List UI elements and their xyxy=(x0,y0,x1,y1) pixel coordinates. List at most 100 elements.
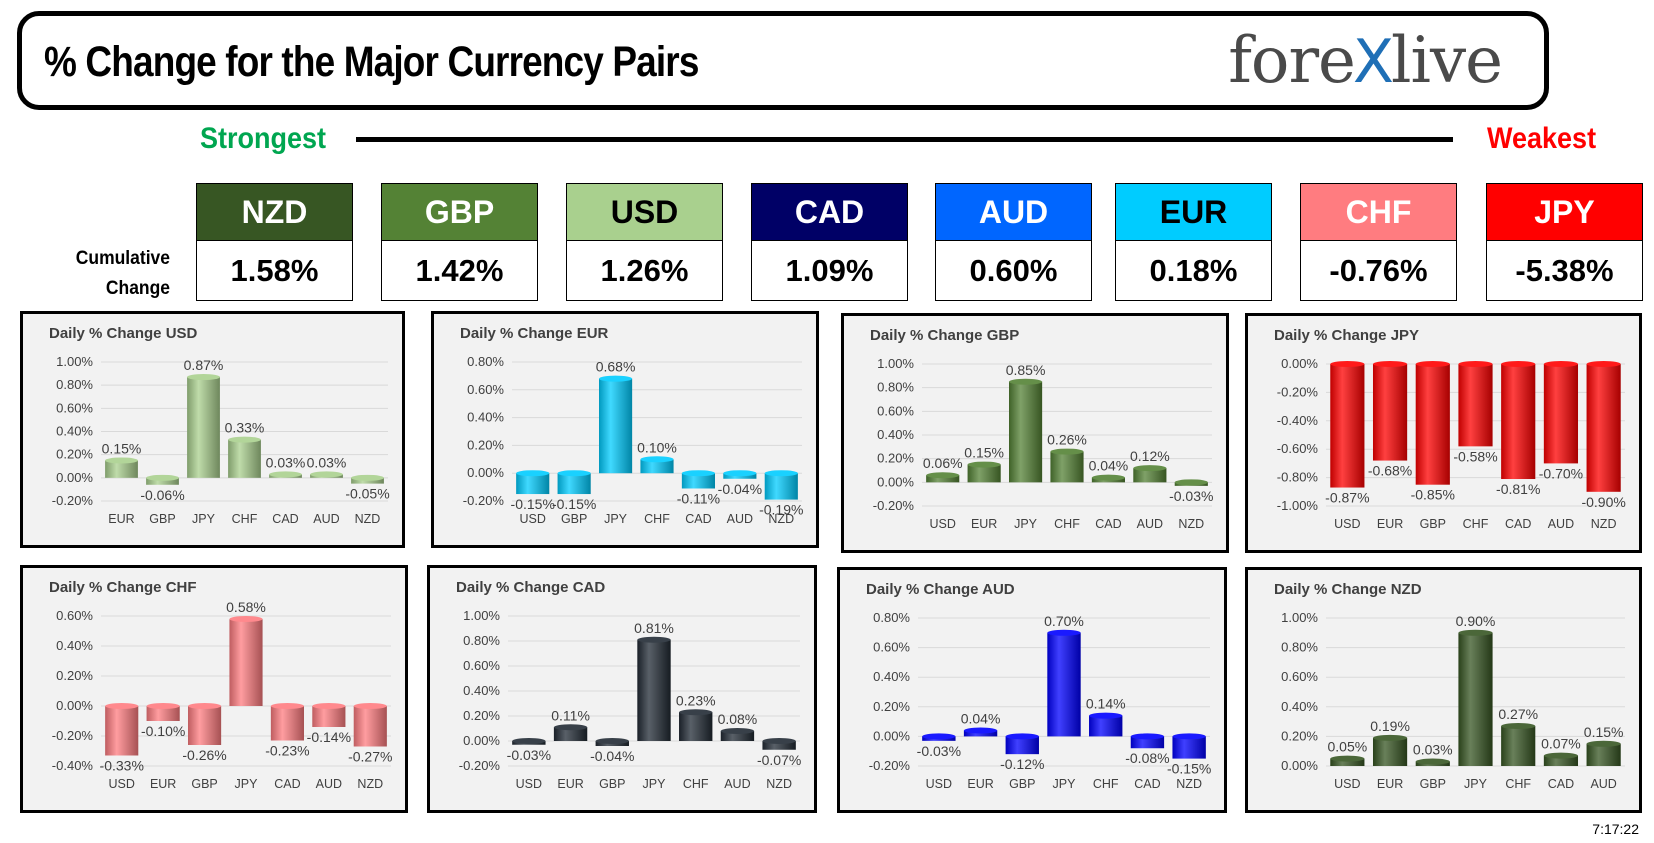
x-category-label: USD xyxy=(109,777,135,791)
bar-cap xyxy=(557,470,591,477)
y-tick-label: 0.80% xyxy=(877,380,914,395)
currency-box-jpy: JPY -5.38% xyxy=(1486,183,1643,301)
y-tick-label: -0.20% xyxy=(1277,384,1319,399)
bar xyxy=(1543,755,1579,766)
bar xyxy=(188,706,222,745)
y-tick-label: -0.20% xyxy=(463,493,505,508)
data-label: -0.26% xyxy=(182,747,226,763)
x-category-label: JPY xyxy=(1464,777,1488,791)
bar xyxy=(105,460,138,478)
x-category-label: USD xyxy=(1334,517,1360,531)
y-tick-label: 0.80% xyxy=(56,377,93,392)
x-category-label: CAD xyxy=(272,512,298,526)
weakest-label: Weakest xyxy=(1487,122,1597,155)
x-category-label: GBP xyxy=(1009,777,1035,791)
currency-name: NZD xyxy=(197,184,352,241)
data-label: 0.14% xyxy=(1086,696,1126,712)
y-tick-label: 0.80% xyxy=(1281,640,1318,655)
data-label: -0.06% xyxy=(140,487,184,503)
bar xyxy=(187,377,220,478)
y-tick-label: -0.40% xyxy=(1277,413,1319,428)
y-tick-label: -0.20% xyxy=(52,728,94,743)
x-category-label: AUD xyxy=(1590,777,1616,791)
data-label: -0.15% xyxy=(552,496,596,512)
bar-cap xyxy=(146,474,179,481)
bar-cap xyxy=(1501,361,1536,367)
y-tick-label: 0.60% xyxy=(56,400,93,415)
bar xyxy=(312,706,346,727)
data-label: 0.03% xyxy=(1413,742,1453,758)
y-tick-label: 1.00% xyxy=(877,356,914,371)
y-tick-label: 0.40% xyxy=(877,427,914,442)
currency-name: GBP xyxy=(382,184,537,241)
data-label: 0.81% xyxy=(634,620,674,636)
bar xyxy=(1501,726,1536,766)
bar-cap xyxy=(1543,361,1579,367)
bar xyxy=(1050,451,1084,483)
bar-cap xyxy=(1501,723,1536,730)
x-category-label: CHF xyxy=(644,512,670,526)
y-tick-label: 0.00% xyxy=(1281,356,1318,371)
y-tick-label: 0.40% xyxy=(56,424,93,439)
bar-cap xyxy=(1047,629,1081,636)
data-label: 0.58% xyxy=(226,599,266,615)
y-tick-label: 0.60% xyxy=(873,640,910,655)
bar-cap xyxy=(764,470,798,477)
bar xyxy=(228,439,261,478)
chart-panel-usd: Daily % Change USD -0.20% 0.00% 0.20% 0.40% 0… xyxy=(20,311,405,548)
bar xyxy=(967,464,1001,483)
data-label: -0.03% xyxy=(1169,488,1213,504)
bar-cap xyxy=(1172,733,1206,740)
data-label: -0.85% xyxy=(1411,487,1455,503)
bar-cap xyxy=(105,703,139,709)
x-category-label: AUD xyxy=(727,512,753,526)
data-label: -0.15% xyxy=(511,496,555,512)
bar-cap xyxy=(1372,361,1408,367)
bar-cap xyxy=(1009,378,1043,385)
y-tick-label: 0.00% xyxy=(463,733,500,748)
x-category-label: USD xyxy=(520,512,546,526)
x-category-label: CHF xyxy=(1054,517,1080,531)
bar-chart-svg: -0.20% 0.00% 0.20% 0.40% 0.60% 0.80% 1.00% USD 0… xyxy=(873,356,1214,531)
bar xyxy=(1458,632,1493,766)
data-label: 0.19% xyxy=(1370,718,1410,734)
data-label: -0.19% xyxy=(759,502,803,518)
y-tick-label: 0.00% xyxy=(873,728,910,743)
chart-panel-chf: Daily % Change CHF -0.40% -0.20% 0.00% 0.20%… xyxy=(20,565,408,813)
bar xyxy=(599,378,633,474)
bar-cap xyxy=(762,738,796,744)
bar xyxy=(1330,364,1365,488)
data-label: 0.12% xyxy=(1130,448,1170,464)
x-category-label: AUD xyxy=(1137,517,1163,531)
bar-chart-svg: -0.20% 0.00% 0.20% 0.40% 0.60% 0.80% USD -0.03%… xyxy=(869,610,1212,791)
chart-title: Daily % Change CAD xyxy=(456,579,606,596)
data-label: 0.87% xyxy=(184,357,224,373)
data-label: 0.68% xyxy=(596,359,636,375)
logo-x-mark: X xyxy=(1352,27,1394,97)
x-category-label: CHF xyxy=(683,777,709,791)
bar-cap xyxy=(723,470,757,477)
bar-cap xyxy=(1458,629,1493,636)
bar xyxy=(926,475,960,483)
y-tick-label: 0.20% xyxy=(1281,728,1318,743)
y-tick-label: 0.20% xyxy=(877,451,914,466)
data-label: -0.15% xyxy=(1167,761,1211,777)
cumulative-change-value: 1.26% xyxy=(600,253,689,288)
x-category-label: AUD xyxy=(316,777,342,791)
data-label: -0.10% xyxy=(141,723,185,739)
data-label: 0.04% xyxy=(1089,458,1129,474)
bar-chart-svg: -0.20% 0.00% 0.20% 0.40% 0.60% 0.80% 1.00% USD -… xyxy=(459,608,802,791)
data-label: 0.23% xyxy=(676,692,716,708)
bar xyxy=(681,473,715,489)
bar-cap xyxy=(1415,758,1450,765)
strength-scale-line xyxy=(356,137,1453,142)
y-tick-label: -0.20% xyxy=(52,493,94,508)
x-category-label: EUR xyxy=(1377,777,1403,791)
data-label: -0.05% xyxy=(345,486,389,502)
y-tick-label: 0.20% xyxy=(873,699,910,714)
cumulative-change-value: 0.60% xyxy=(969,253,1058,288)
x-category-label: EUR xyxy=(967,777,993,791)
bar-cap xyxy=(105,457,138,464)
bar-cap xyxy=(963,727,998,734)
bar-cap xyxy=(1133,465,1167,472)
